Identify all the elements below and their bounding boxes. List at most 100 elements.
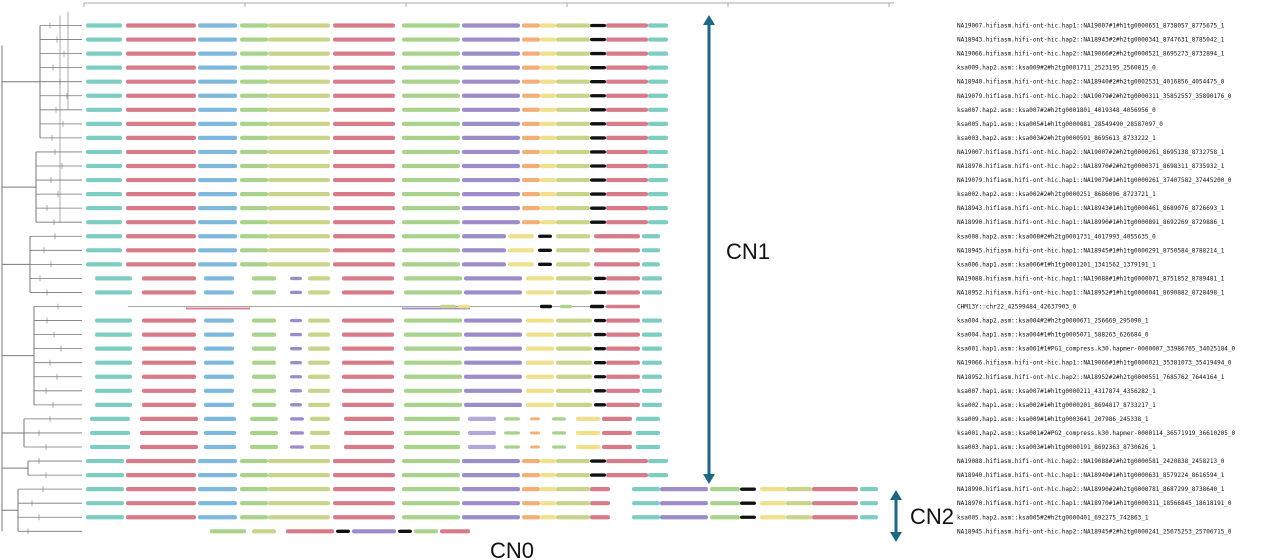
segment <box>95 374 132 379</box>
segment <box>308 290 330 295</box>
segment <box>590 80 606 84</box>
segment <box>606 220 648 225</box>
segment <box>540 93 556 98</box>
segment <box>556 79 590 84</box>
segment <box>540 23 556 28</box>
segment <box>508 234 534 239</box>
segment <box>632 515 660 520</box>
segment <box>540 135 556 140</box>
segment <box>333 149 395 155</box>
segment <box>240 163 268 169</box>
sequence-label: ksa002.hap1.asm::ksa002#1#h1tg0000201_86… <box>957 402 1156 409</box>
segment <box>526 276 554 281</box>
sequence-label: ksa007.hap2.asm::ksa007#2#h2tg0001801_40… <box>957 107 1156 114</box>
segment <box>204 290 234 295</box>
segment <box>642 332 662 337</box>
segment <box>540 51 556 56</box>
track-row <box>95 346 662 351</box>
segment <box>462 220 520 225</box>
sequence-label: NA19066.hifiasm.hifi-ont-hic.hap2::NA190… <box>957 51 1225 58</box>
segment <box>268 23 330 28</box>
segment <box>590 515 610 520</box>
segment <box>240 121 268 126</box>
track-row <box>86 262 660 267</box>
segment <box>140 444 198 450</box>
segment <box>402 206 460 211</box>
segment <box>556 51 590 56</box>
segment <box>860 515 878 520</box>
segment <box>308 388 330 393</box>
segment <box>740 501 756 505</box>
segment <box>86 234 122 239</box>
segment <box>86 107 122 112</box>
segment <box>333 515 395 520</box>
segment <box>594 290 606 295</box>
cn2-indicator: CN2 <box>890 490 954 542</box>
segment <box>352 529 396 534</box>
segment <box>636 430 660 436</box>
segment <box>402 248 460 253</box>
segment <box>556 163 590 169</box>
segment <box>268 248 330 253</box>
segment <box>333 220 395 225</box>
alignment-tracks <box>86 23 878 534</box>
sequence-label: ksa004.hap2.asm::ksa004#2#h2tg0000671_25… <box>957 318 1149 325</box>
segment <box>526 318 554 323</box>
segment <box>268 192 330 197</box>
segment <box>198 262 237 267</box>
segment <box>333 135 395 140</box>
segment <box>540 65 556 70</box>
track-row <box>86 149 668 155</box>
segment <box>404 318 462 323</box>
segment <box>556 374 592 379</box>
segment <box>540 220 556 225</box>
segment <box>140 430 198 436</box>
segment <box>648 23 668 28</box>
segment <box>648 177 668 183</box>
segment <box>606 23 648 28</box>
sequence-label: NA19066.hifiasm.hifi-ont-hic.hap1::NA190… <box>957 360 1232 367</box>
segment <box>462 121 520 126</box>
segment <box>240 149 268 155</box>
segment <box>556 473 590 478</box>
sequence-label: ksa001.hap1.asm::ksa001#1#PG1_compress.k… <box>957 346 1236 353</box>
segment <box>404 360 462 365</box>
segment <box>308 360 330 365</box>
sequence-label: NA18952.hifiasm.hifi-ont-hic.hap1::NA189… <box>957 289 1225 296</box>
segment <box>522 135 540 140</box>
segment <box>462 177 520 183</box>
segment <box>402 37 460 42</box>
segment <box>590 23 606 28</box>
segment <box>606 346 640 351</box>
segment <box>342 402 394 407</box>
track-row <box>90 416 660 421</box>
segment <box>126 163 196 169</box>
segment <box>240 248 268 253</box>
segment <box>240 93 268 98</box>
segment <box>290 318 302 323</box>
segment <box>526 360 554 365</box>
segment <box>402 51 460 56</box>
segment <box>648 121 668 126</box>
segment <box>86 515 124 520</box>
segment <box>590 487 610 492</box>
segment <box>86 206 122 211</box>
segment <box>308 402 330 407</box>
segment <box>290 431 304 435</box>
segment <box>530 445 540 449</box>
segment <box>660 487 708 492</box>
segment <box>504 445 520 449</box>
segment <box>268 79 330 84</box>
sequence-label: CHM13Y::chr22_42599484_42637903_0 <box>957 304 1077 311</box>
segment <box>522 37 540 42</box>
segment <box>606 93 648 98</box>
segment <box>632 501 660 506</box>
segment <box>290 445 304 449</box>
segment <box>556 276 592 281</box>
segment <box>290 276 302 281</box>
segment <box>556 65 590 70</box>
segment <box>530 431 540 435</box>
segment <box>468 416 496 421</box>
segment <box>462 135 520 140</box>
sequence-label: ksa005.hap1.asm::ksa005#1#h1tg0000881_28… <box>957 121 1163 128</box>
